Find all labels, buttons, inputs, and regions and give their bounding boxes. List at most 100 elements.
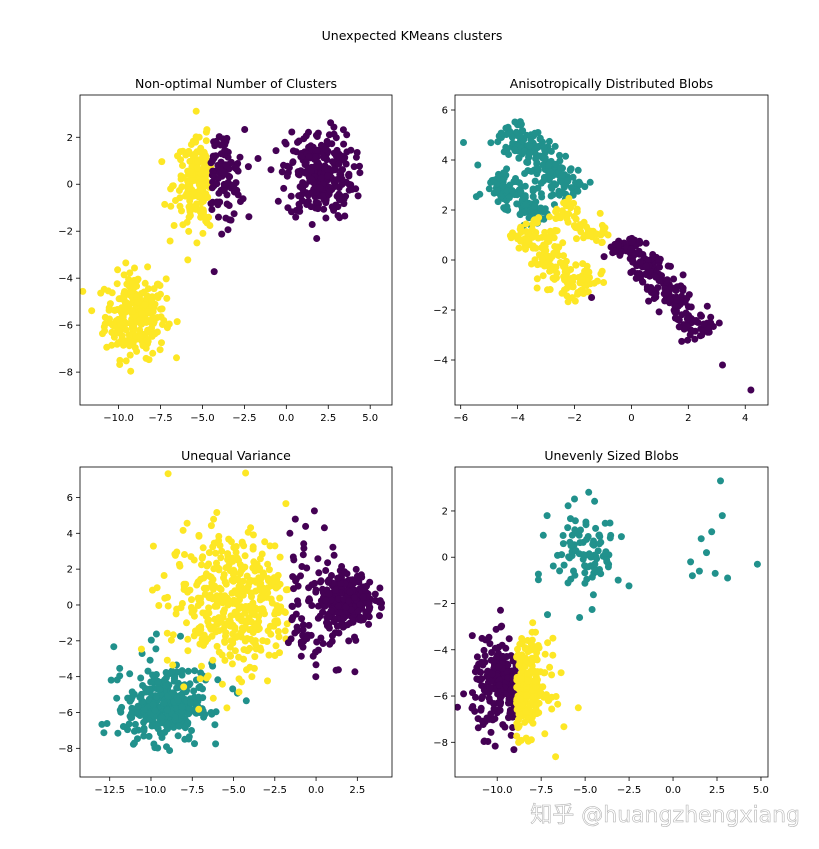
scatter-point [284,204,292,212]
scatter-point [540,173,548,181]
scatter-point [508,187,516,194]
subplot-title: Anisotropically Distributed Blobs [510,76,713,91]
scatter-point [221,169,229,177]
scatter-point [289,158,297,166]
scatter-point [340,614,348,622]
scatter-point [663,276,671,284]
scatter-point [166,237,174,245]
scatter-point [282,586,290,594]
scatter-point [656,263,663,271]
scatter-point [127,367,135,375]
scatter-point [244,528,252,536]
scatter-point [569,173,577,181]
scatter-point [152,645,160,653]
scatter-point [477,668,485,676]
scatter-point [188,596,195,604]
scatter-point [229,639,237,647]
y-tick-label: −2 [58,636,73,647]
scatter-point [546,663,554,671]
y-tick-label: 4 [67,529,73,540]
scatter-point [305,584,313,592]
scatter-point [195,705,203,713]
scatter-point [708,528,716,536]
scatter-point [292,213,300,221]
scatter-point [552,208,560,216]
scatter-point [156,686,164,694]
scatter-point [106,315,113,323]
scatter-point [564,502,572,510]
scatter-point [218,680,226,688]
scatter-point [153,693,160,701]
y-tick-label: −4 [433,356,448,367]
scatter-point [581,569,589,577]
scatter-point [490,705,498,713]
scatter-point [148,324,156,332]
scatter-point [649,251,657,258]
scatter-point [185,227,193,235]
scatter-point [523,691,531,699]
scatter-point [322,597,330,605]
scatter-point [479,717,486,725]
scatter-point [299,551,307,559]
scatter-point [578,276,586,283]
scatter-point [214,174,222,182]
scatter-point [468,704,476,712]
scatter-point [515,710,523,718]
scatter-point [174,732,182,740]
scatter-point [571,571,579,579]
scatter-point [326,640,334,648]
scatter-point [125,720,133,728]
scatter-point [228,660,236,668]
scatter-point [671,301,679,309]
scatter-point [195,684,203,692]
x-tick-label: −2.5 [232,413,256,424]
x-tick-label: −5.0 [573,785,597,796]
scatter-point [160,572,168,579]
scatter-point [505,151,513,158]
scatter-point [528,208,535,216]
scatter-point [218,230,226,238]
scatter-point [505,699,512,707]
scatter-point [703,549,710,557]
scatter-point [322,214,330,222]
scatter-point [666,296,674,304]
scatter-point [505,635,513,643]
scatter-point [663,288,671,296]
scatter-point [100,729,108,737]
scatter-point [564,218,572,226]
scatter-point [490,657,498,665]
scatter-point [320,154,328,162]
scatter-point [185,733,193,741]
scatter-point [257,646,265,654]
scatter-point [138,320,146,328]
scatter-point [502,143,510,151]
scatter-point [647,284,655,291]
scatter-point [692,317,700,324]
scatter-point [487,710,495,718]
scatter-point [356,162,363,170]
scatter-point [672,314,680,322]
scatter-point [330,166,338,174]
scatter-point [338,166,346,174]
scatter-point [259,594,267,602]
scatter-point [212,549,220,557]
scatter-point [585,488,593,496]
scatter-point [325,613,333,621]
scatter-point [357,613,365,621]
scatter-point [338,563,346,570]
scatter-point [324,172,332,180]
scatter-point [577,526,584,534]
scatter-point [334,602,342,610]
scatter-point [242,603,250,610]
scatter-point [226,617,234,625]
scatter-point [196,180,204,188]
scatter-point [655,308,663,316]
scatter-point [184,588,192,596]
scatter-point [474,724,482,732]
scatter-point [257,574,265,582]
scatter-point [549,651,557,659]
scatter-point [144,667,152,675]
scatter-point [343,131,351,139]
scatter-point [236,153,244,161]
